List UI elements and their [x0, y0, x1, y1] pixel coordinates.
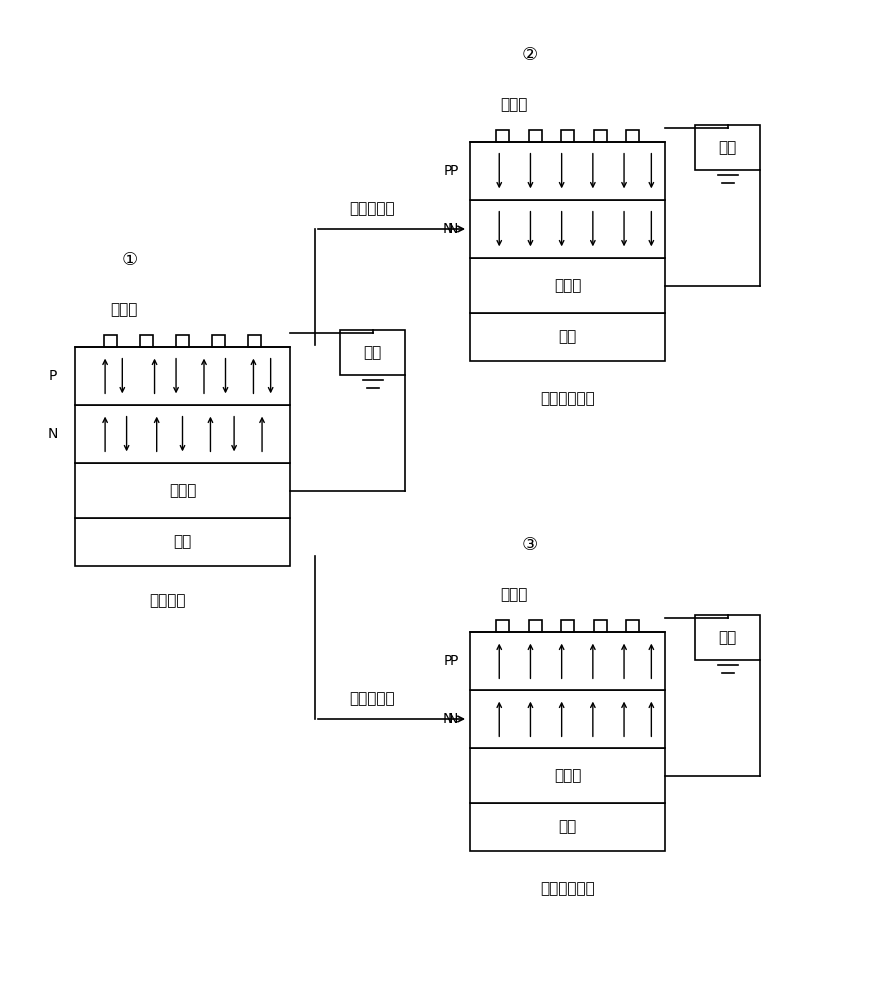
- Text: 原始状态: 原始状态: [150, 593, 185, 608]
- Text: ③: ③: [522, 536, 538, 554]
- Bar: [695, 125, 760, 170]
- Bar: [561, 620, 574, 632]
- Text: ②: ②: [522, 46, 538, 64]
- Text: 底电极: 底电极: [554, 768, 582, 783]
- Bar: [626, 130, 639, 142]
- Text: N: N: [448, 712, 458, 726]
- Bar: [140, 335, 153, 347]
- Text: N: N: [443, 222, 453, 236]
- Text: N: N: [448, 222, 458, 236]
- Bar: [340, 330, 405, 375]
- Text: 底电极: 底电极: [554, 278, 582, 293]
- Text: P: P: [444, 164, 452, 178]
- Bar: [470, 258, 665, 313]
- Bar: [470, 142, 665, 200]
- Bar: [75, 463, 290, 518]
- Bar: [470, 690, 665, 748]
- Text: 源表: 源表: [719, 630, 737, 645]
- Text: N: N: [47, 427, 58, 441]
- Text: 顶电极: 顶电极: [500, 587, 528, 602]
- Bar: [75, 347, 290, 405]
- Bar: [176, 335, 189, 347]
- Bar: [496, 620, 509, 632]
- Bar: [470, 632, 665, 690]
- Text: 正脉冲电压: 正脉冲电压: [349, 202, 395, 217]
- Text: 顶电极: 顶电极: [500, 98, 528, 112]
- Text: 极化朝下状态: 极化朝下状态: [540, 391, 595, 406]
- Text: 底电极: 底电极: [168, 483, 196, 498]
- Text: 极化朝上状态: 极化朝上状态: [540, 882, 595, 896]
- Bar: [470, 748, 665, 803]
- Text: 负脉冲电压: 负脉冲电压: [349, 692, 395, 706]
- Bar: [247, 335, 261, 347]
- Text: 衬底: 衬底: [558, 820, 577, 834]
- Text: ①: ①: [122, 251, 138, 269]
- Bar: [529, 620, 541, 632]
- Bar: [529, 130, 541, 142]
- Text: N: N: [443, 712, 453, 726]
- Text: P: P: [450, 164, 458, 178]
- Text: 顶电极: 顶电极: [110, 302, 137, 318]
- Text: 衬底: 衬底: [173, 534, 192, 550]
- Text: P: P: [444, 654, 452, 668]
- Bar: [593, 130, 607, 142]
- Text: P: P: [48, 369, 57, 383]
- Bar: [470, 803, 665, 851]
- Text: P: P: [450, 654, 458, 668]
- Bar: [104, 335, 117, 347]
- Text: 源表: 源表: [719, 140, 737, 155]
- Bar: [593, 620, 607, 632]
- Text: 衬底: 衬底: [558, 330, 577, 344]
- Bar: [470, 313, 665, 361]
- Bar: [470, 200, 665, 258]
- Bar: [211, 335, 225, 347]
- Bar: [695, 615, 760, 660]
- Text: 源表: 源表: [364, 345, 382, 360]
- Bar: [626, 620, 639, 632]
- Bar: [75, 518, 290, 566]
- Bar: [496, 130, 509, 142]
- Bar: [561, 130, 574, 142]
- Bar: [75, 405, 290, 463]
